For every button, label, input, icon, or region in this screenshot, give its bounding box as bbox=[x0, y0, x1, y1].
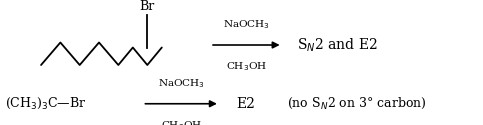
Text: Br: Br bbox=[140, 0, 155, 12]
Text: S$_{N}$2 and E2: S$_{N}$2 and E2 bbox=[297, 36, 378, 54]
Text: NaOCH$_3$: NaOCH$_3$ bbox=[223, 18, 270, 31]
Text: E2: E2 bbox=[237, 97, 256, 111]
Text: NaOCH$_3$: NaOCH$_3$ bbox=[157, 77, 205, 90]
Text: (no S$_{N}$2 on 3° carbon): (no S$_{N}$2 on 3° carbon) bbox=[287, 96, 427, 111]
Text: (CH$_3$)$_3$C—Br: (CH$_3$)$_3$C—Br bbox=[5, 96, 86, 111]
Text: CH$_3$OH: CH$_3$OH bbox=[161, 119, 201, 125]
Text: CH$_3$OH: CH$_3$OH bbox=[226, 60, 267, 73]
